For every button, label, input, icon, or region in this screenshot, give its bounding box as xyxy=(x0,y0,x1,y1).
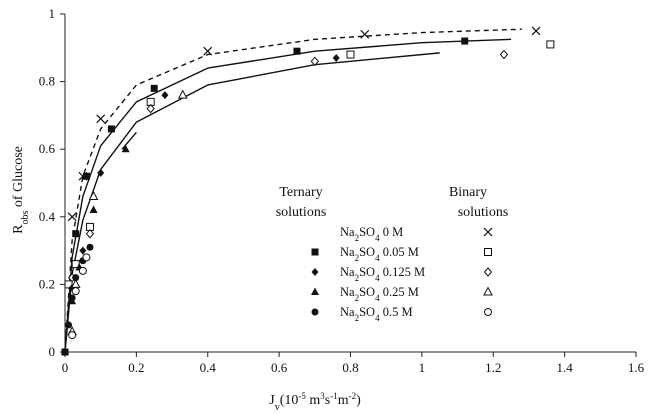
x-axis-title: Jv(10-5 m3s-1m-2) xyxy=(269,391,361,413)
y-tick-label: 0.8 xyxy=(39,74,55,89)
data-point-ternary xyxy=(65,321,73,329)
fit-line-dashed xyxy=(64,28,522,353)
data-point-ternary xyxy=(461,37,469,45)
data-point-binary xyxy=(203,46,213,56)
data-point-binary xyxy=(310,56,319,67)
x-tick-label: 0.8 xyxy=(342,360,358,375)
data-point-binary xyxy=(499,49,509,60)
legend-marker-binary xyxy=(484,308,492,316)
data-point-ternary xyxy=(121,144,130,153)
x-tick-label: 0.6 xyxy=(271,360,288,375)
x-tick-label: 1.2 xyxy=(485,360,501,375)
data-point-ternary xyxy=(97,168,105,177)
data-point-ternary xyxy=(72,230,80,238)
data-point-binary xyxy=(146,103,155,114)
data-point-ternary xyxy=(89,205,98,214)
data-point-ternary xyxy=(61,348,69,356)
data-point-ternary xyxy=(68,294,76,302)
data-point-ternary xyxy=(72,274,80,282)
y-axis-title: Robs of Glucose xyxy=(11,146,31,234)
legend-marker-ternary xyxy=(311,268,319,276)
legend-marker-ternary xyxy=(311,248,319,256)
x-tick-label: 1 xyxy=(419,360,426,375)
data-point-ternary xyxy=(332,53,340,62)
data-point-ternary xyxy=(79,246,87,255)
data-point-binary xyxy=(546,40,555,49)
legend-marker-binary xyxy=(483,267,493,277)
legend-label: Na2SO4 0.05 M xyxy=(340,245,419,263)
data-point-ternary xyxy=(161,91,169,100)
x-tick-label: 1.4 xyxy=(557,360,574,375)
data-point-binary xyxy=(88,190,99,201)
legend-marker-binary xyxy=(484,248,492,256)
data-point-binary xyxy=(96,114,106,124)
y-tick-label: 0.2 xyxy=(39,276,55,291)
legend-label: Na2SO4 0.125 M xyxy=(340,265,425,283)
data-point-ternary xyxy=(293,47,301,55)
y-tick-label: 0.4 xyxy=(39,209,56,224)
data-point-binary xyxy=(531,26,541,36)
legend-binary-header: Binary solutions xyxy=(449,185,508,220)
legend-marker-binary xyxy=(483,227,493,237)
data-point-ternary xyxy=(150,84,158,92)
x-tick-label: 0.2 xyxy=(128,360,144,375)
y-tick-label: 0 xyxy=(49,344,56,359)
y-tick-label: 0.6 xyxy=(39,141,56,156)
data-point-binary xyxy=(346,50,355,59)
axes: 0 0.2 0.4 0.6 0.8 1 1.2 1.4 1.6 0 0.2 0.4 0.6 0.8 1 xyxy=(39,6,645,375)
x-tick-label: 0 xyxy=(62,360,69,375)
legend-label: Na2SO4 0.5 M xyxy=(340,305,413,323)
data-point-binary xyxy=(82,253,91,262)
legend-marker-ternary xyxy=(311,308,319,316)
fit-line-solid xyxy=(121,131,137,150)
data-point-ternary xyxy=(86,243,94,251)
data-point-binary xyxy=(71,287,80,296)
legend-ternary-header: Ternary solutions xyxy=(276,185,327,220)
y-tick-label: 1 xyxy=(49,6,56,21)
data-point-binary xyxy=(68,331,77,340)
legend-marker-ternary xyxy=(311,287,319,295)
data-point-binary xyxy=(78,266,87,275)
legend: Ternary solutions Binary solutions Na2SO4 0 … xyxy=(276,185,509,323)
data-point-binary xyxy=(177,89,188,99)
legend-label: Na2SO4 0.25 M xyxy=(340,285,419,303)
data-point-binary xyxy=(85,228,95,239)
data-point-ternary xyxy=(107,125,115,133)
data-point-binary xyxy=(360,29,370,39)
legend-label: Na2SO4 0 M xyxy=(340,225,403,243)
legend-marker-binary xyxy=(483,286,493,296)
data-points xyxy=(61,26,555,356)
data-point-binary xyxy=(67,212,77,222)
axis-titles: Jv(10-5 m3s-1m-2) Robs of Glucose xyxy=(11,146,361,412)
data-point-ternary xyxy=(82,172,90,180)
x-tick-label: 1.6 xyxy=(628,360,645,375)
x-tick-label: 0.4 xyxy=(200,360,217,375)
